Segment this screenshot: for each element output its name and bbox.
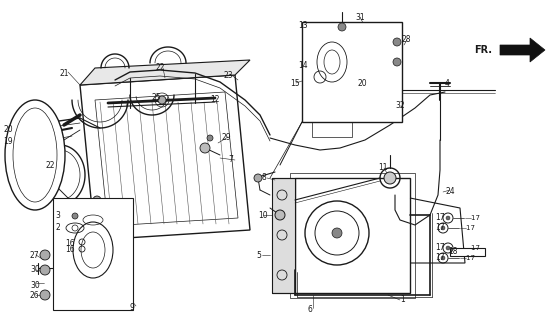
Polygon shape bbox=[80, 60, 250, 85]
Text: —17: —17 bbox=[460, 225, 476, 231]
Polygon shape bbox=[272, 178, 295, 293]
Bar bbox=[290, 173, 415, 298]
Text: 24: 24 bbox=[445, 188, 455, 196]
Circle shape bbox=[446, 246, 450, 250]
Text: 26: 26 bbox=[30, 291, 40, 300]
Circle shape bbox=[207, 135, 213, 141]
Text: 9: 9 bbox=[130, 303, 135, 313]
Circle shape bbox=[72, 213, 78, 219]
Text: 25: 25 bbox=[152, 93, 162, 102]
Text: 18: 18 bbox=[448, 247, 458, 257]
Circle shape bbox=[441, 256, 445, 260]
Text: 13: 13 bbox=[298, 20, 307, 29]
Text: —17: —17 bbox=[465, 245, 481, 251]
Bar bbox=[450, 248, 485, 256]
Polygon shape bbox=[500, 38, 545, 62]
Text: 16: 16 bbox=[65, 245, 75, 254]
Text: 2: 2 bbox=[55, 223, 60, 233]
Circle shape bbox=[446, 216, 450, 220]
Bar bbox=[53, 198, 133, 310]
Bar bbox=[302, 22, 402, 122]
Bar bbox=[307, 92, 392, 112]
Circle shape bbox=[393, 58, 401, 66]
Text: 30: 30 bbox=[30, 266, 40, 275]
Text: 32: 32 bbox=[395, 100, 404, 109]
Text: 20: 20 bbox=[358, 79, 368, 89]
Text: 7: 7 bbox=[228, 156, 233, 164]
Circle shape bbox=[40, 265, 50, 275]
Text: 8: 8 bbox=[262, 173, 266, 182]
Circle shape bbox=[40, 290, 50, 300]
Circle shape bbox=[332, 228, 342, 238]
Text: 5: 5 bbox=[256, 251, 261, 260]
Circle shape bbox=[441, 226, 445, 230]
Text: 27: 27 bbox=[30, 251, 40, 260]
Text: 31: 31 bbox=[355, 13, 365, 22]
Circle shape bbox=[90, 208, 94, 212]
Text: 10: 10 bbox=[258, 211, 268, 220]
Polygon shape bbox=[60, 278, 130, 308]
Text: 30: 30 bbox=[30, 281, 40, 290]
Text: 29: 29 bbox=[222, 133, 232, 142]
Text: 22: 22 bbox=[45, 161, 54, 170]
Text: 16: 16 bbox=[65, 238, 75, 247]
Circle shape bbox=[93, 196, 101, 204]
Text: 15: 15 bbox=[290, 78, 300, 87]
Text: 20: 20 bbox=[3, 125, 13, 134]
Text: 28: 28 bbox=[402, 36, 412, 44]
Circle shape bbox=[384, 172, 396, 184]
Text: 4: 4 bbox=[445, 78, 450, 87]
Text: 17: 17 bbox=[435, 223, 445, 233]
Text: 17: 17 bbox=[435, 213, 445, 222]
Polygon shape bbox=[80, 75, 250, 240]
Text: 12: 12 bbox=[210, 95, 219, 105]
Circle shape bbox=[275, 210, 285, 220]
Text: 22: 22 bbox=[155, 63, 165, 73]
Text: —17: —17 bbox=[465, 215, 481, 221]
Circle shape bbox=[40, 250, 50, 260]
Text: 17: 17 bbox=[435, 244, 445, 252]
Text: 6: 6 bbox=[307, 306, 312, 315]
Circle shape bbox=[158, 96, 166, 104]
Ellipse shape bbox=[73, 222, 113, 278]
Circle shape bbox=[254, 174, 262, 182]
Circle shape bbox=[393, 38, 401, 46]
Circle shape bbox=[338, 23, 346, 31]
Ellipse shape bbox=[5, 100, 65, 210]
Text: FR.: FR. bbox=[474, 45, 492, 55]
Text: 21: 21 bbox=[60, 68, 69, 77]
Text: 23: 23 bbox=[223, 70, 233, 79]
Bar bbox=[295, 178, 410, 293]
Text: 3: 3 bbox=[55, 212, 60, 220]
Text: —17: —17 bbox=[460, 255, 476, 261]
Circle shape bbox=[200, 143, 210, 153]
Text: 14: 14 bbox=[298, 60, 307, 69]
Text: 19: 19 bbox=[3, 138, 13, 147]
Text: 11: 11 bbox=[378, 164, 387, 172]
Text: 1: 1 bbox=[400, 295, 405, 305]
Text: 17: 17 bbox=[435, 253, 445, 262]
